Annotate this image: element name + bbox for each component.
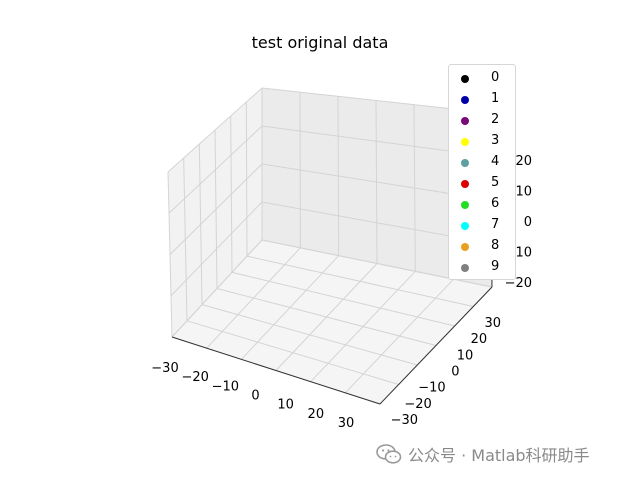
legend-item-3: 3 [449, 132, 515, 153]
legend-marker [461, 180, 469, 188]
tick-label: 30 [338, 416, 355, 431]
legend-item-9: 9 [449, 258, 515, 279]
tick-label: −20 [181, 370, 208, 385]
chart-title: test original data [251, 33, 389, 52]
tick-label: 0 [524, 215, 532, 230]
wechat-icon [376, 444, 402, 464]
tick-label: −10 [418, 381, 445, 396]
legend-item-1: 1 [449, 90, 515, 111]
legend-marker [461, 264, 469, 272]
legend-label: 4 [491, 154, 500, 169]
legend-marker [461, 201, 469, 209]
tick-label: 10 [515, 185, 532, 200]
legend-marker [461, 243, 469, 251]
legend-marker [461, 75, 469, 83]
legend-label: 9 [491, 259, 500, 274]
legend-label: 5 [491, 175, 500, 190]
tick-label: 0 [451, 365, 459, 380]
tick-label: −30 [151, 361, 178, 376]
watermark-text: 公众号 · Matlab科研助手 [408, 446, 590, 465]
tick-label: 10 [277, 398, 294, 413]
tick-label: 20 [515, 154, 532, 169]
tick-label: −10 [212, 379, 239, 394]
legend-marker [461, 159, 469, 167]
legend-item-7: 7 [449, 216, 515, 237]
legend-label: 1 [491, 91, 500, 106]
legend-item-4: 4 [449, 153, 515, 174]
legend-marker [461, 117, 469, 125]
tick-label: 10 [457, 348, 474, 363]
legend-marker [461, 222, 469, 230]
legend: 0 1 2 3 4 5 6 7 8 9 [448, 64, 516, 280]
tick-label: 0 [251, 389, 259, 404]
legend-item-5: 5 [449, 174, 515, 195]
legend-label: 2 [491, 112, 500, 127]
legend-label: 3 [491, 133, 500, 148]
tick-label: 20 [308, 407, 325, 422]
legend-item-6: 6 [449, 195, 515, 216]
watermark: 公众号 · Matlab科研助手 [376, 442, 590, 466]
legend-item-2: 2 [449, 111, 515, 132]
legend-marker [461, 96, 469, 104]
tick-label: −20 [404, 397, 431, 412]
tick-label: −30 [391, 413, 418, 428]
legend-label: 7 [491, 217, 500, 232]
tick-label: 20 [471, 332, 488, 347]
legend-marker [461, 138, 469, 146]
legend-label: 8 [491, 238, 500, 253]
legend-item-8: 8 [449, 237, 515, 258]
legend-item-0: 0 [449, 69, 515, 90]
legend-label: 0 [491, 70, 500, 85]
legend-label: 6 [491, 196, 500, 211]
tick-label: 30 [484, 316, 501, 331]
